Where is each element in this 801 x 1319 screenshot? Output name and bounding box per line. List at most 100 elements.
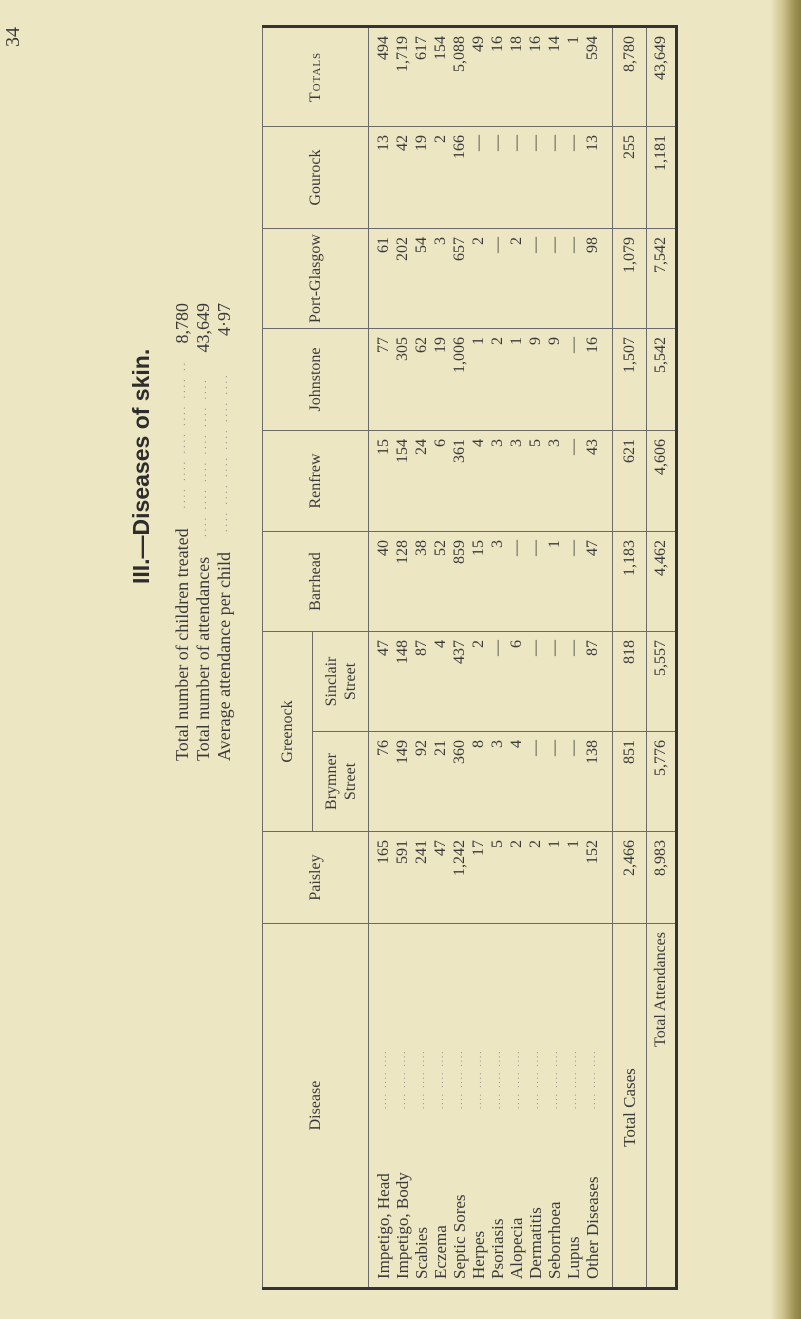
cell-value: 77	[375, 337, 392, 353]
column-values: 76 149 92 21 360 8 3 4— — —138	[368, 731, 613, 832]
page-edge	[770, 0, 801, 1319]
disease-row-label: Scabies .... .... ....	[412, 932, 431, 1280]
header-disease: Disease	[262, 923, 369, 1289]
dot-leader: .... .... .... .... .... ....	[219, 372, 230, 532]
cell-value: 1	[565, 840, 582, 848]
disease-name: Dermatitis	[526, 1207, 545, 1279]
disease-name: Scabies	[412, 1227, 431, 1279]
column-values: 494 1,719 617 154 5,088 49 16 18 16 14 1 594	[368, 26, 613, 127]
header-gourock: Gourock	[262, 126, 369, 229]
cell-value: 138	[584, 740, 601, 764]
cell-value: 98	[584, 237, 601, 253]
column-values: 40 128 38 52 859 15 3— —1—47	[368, 531, 613, 632]
dot-leader: .... .... ....	[568, 1049, 578, 1110]
cell-value: 6	[508, 640, 525, 648]
cell-value: 2	[489, 337, 506, 345]
cell-value: 76	[375, 740, 392, 756]
cell-value: —	[527, 135, 544, 151]
header-johnstone: Johnstone	[262, 328, 369, 431]
cell-value: 148	[394, 640, 411, 664]
disease-row-label: Seborrhoea .... .... ....	[545, 932, 564, 1280]
cell-value: 5,088	[451, 36, 468, 72]
total-attendances-value: 4,606	[646, 430, 677, 532]
cell-value: 16	[489, 36, 506, 52]
total-attendances-row: Total Attendances 8,983 5,776 5,557 4,462 4,…	[646, 26, 677, 1289]
section-title: III.—Diseases of skin.	[128, 348, 154, 584]
cell-value: —	[546, 135, 563, 151]
disease-name: Impetigo, Head	[374, 1173, 393, 1279]
dot-leader: .... .... ....	[549, 1049, 559, 1110]
cell-value: 16	[527, 36, 544, 52]
dot-leader: .... .... ....	[511, 1049, 521, 1110]
header-barrhead: Barrhead	[262, 531, 369, 632]
cell-value: 15	[375, 439, 392, 455]
cell-value: —	[565, 337, 582, 353]
column-values: 13 42 19 2 166— — — — — —13	[368, 126, 613, 229]
disease-row-label: Alopecia .... .... ....	[507, 932, 526, 1280]
cell-value: 4	[508, 740, 525, 748]
disease-name: Eczema	[431, 1225, 450, 1279]
cell-value: 5	[489, 840, 506, 848]
disease-name: Psoriasis	[488, 1218, 507, 1279]
total-cases-value: 1,183	[612, 531, 647, 632]
cell-value: 4	[470, 439, 487, 447]
cell-value: 494	[375, 36, 392, 60]
summary-label: Total number of attendances	[193, 556, 213, 761]
cell-value: —	[527, 540, 544, 556]
cell-value: 18	[508, 36, 525, 52]
cell-value: —	[527, 237, 544, 253]
cell-value: 1	[546, 840, 563, 848]
total-cases-value: 255	[612, 126, 647, 229]
cell-value: 154	[394, 439, 411, 463]
summary-value: 4·97	[214, 303, 234, 336]
disease-row-label: Impetigo, Body .... .... ....	[393, 932, 412, 1280]
cell-value: 594	[584, 36, 601, 60]
cell-value: 2	[432, 135, 449, 143]
column-values: 61 202 54 3 657 2—2— — —98	[368, 228, 613, 329]
cell-value: 1,242	[451, 840, 468, 876]
dot-leader: .... .... ....	[416, 1049, 426, 1110]
total-attendances-value: 7,542	[646, 228, 677, 329]
disease-name: Alopecia	[507, 1217, 526, 1279]
summary-row-children: Total number of children treated .... ..…	[172, 303, 193, 761]
disease-row-label: Dermatitis .... .... ....	[526, 932, 545, 1280]
dot-leader: .... .... ....	[435, 1049, 445, 1110]
cell-value: 16	[584, 337, 601, 353]
cell-value: 241	[413, 840, 430, 864]
cell-value: 305	[394, 337, 411, 361]
dot-leader: .... .... ....	[492, 1049, 502, 1110]
total-cases-value: 1,507	[612, 328, 647, 431]
cell-value: 13	[375, 135, 392, 151]
cell-value: 1	[565, 36, 582, 44]
cell-value: 2	[527, 840, 544, 848]
total-attendances-value: 8,983	[646, 831, 677, 924]
cell-value: 54	[413, 237, 430, 253]
cell-value: 14	[546, 36, 563, 52]
total-cases-value: 8,780	[612, 26, 647, 127]
header-totals: Totals	[262, 26, 369, 127]
cell-value: —	[565, 135, 582, 151]
cell-value: 49	[470, 36, 487, 52]
summary-label: Total number of children treated	[172, 528, 192, 761]
total-cases-value: 2,466	[612, 831, 647, 924]
cell-value: —	[546, 237, 563, 253]
cell-value: —	[470, 135, 487, 151]
cell-value: 87	[413, 640, 430, 656]
cell-value: 617	[413, 36, 430, 60]
cell-value: 154	[432, 36, 449, 60]
cell-value: —	[489, 640, 506, 656]
disease-name: Impetigo, Body	[393, 1172, 412, 1279]
total-attendances-value: 4,462	[646, 531, 677, 632]
cell-value: 128	[394, 540, 411, 564]
cell-value: 3	[489, 540, 506, 548]
disease-row-label: Other Diseases .... .... ....	[583, 932, 602, 1280]
cell-value: 859	[451, 540, 468, 564]
total-attendances-value: 5,776	[646, 731, 677, 832]
summary-row-attendances: Total number of attendances .... .... ..…	[193, 303, 214, 761]
summary-value: 43,649	[193, 303, 213, 353]
total-cases-label: Total Cases	[612, 923, 647, 1289]
disease-row-label: Psoriasis .... .... ....	[488, 932, 507, 1280]
column-values: 15 154 24 6 361 4 3 3 5 3—43	[368, 430, 613, 532]
disease-name: Lupus	[564, 1236, 583, 1280]
